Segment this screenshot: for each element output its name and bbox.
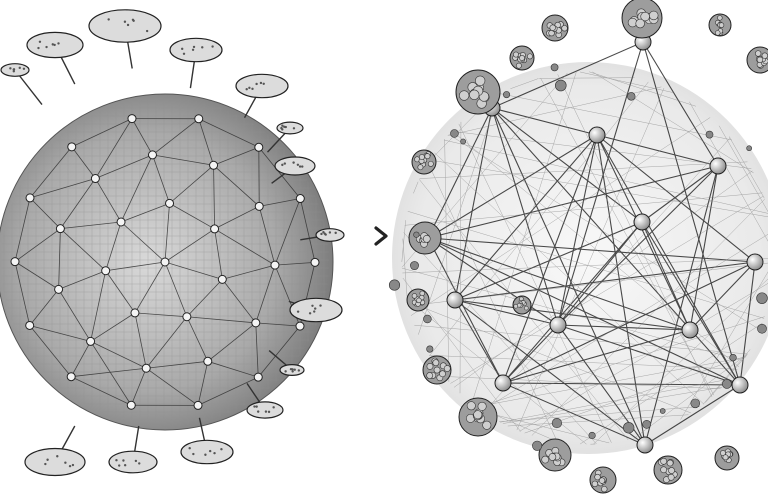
mushroom-caps [0,9,345,477]
connection-lines [14,118,316,406]
floating-dots [388,63,768,451]
network-nodes [10,114,320,410]
right-network-sphere [388,0,768,494]
chevron-right-icon [374,226,388,246]
sphere-body [392,62,768,454]
left-network-sphere [0,9,345,477]
spore-clusters [406,0,768,494]
hub-nodes [419,33,764,454]
